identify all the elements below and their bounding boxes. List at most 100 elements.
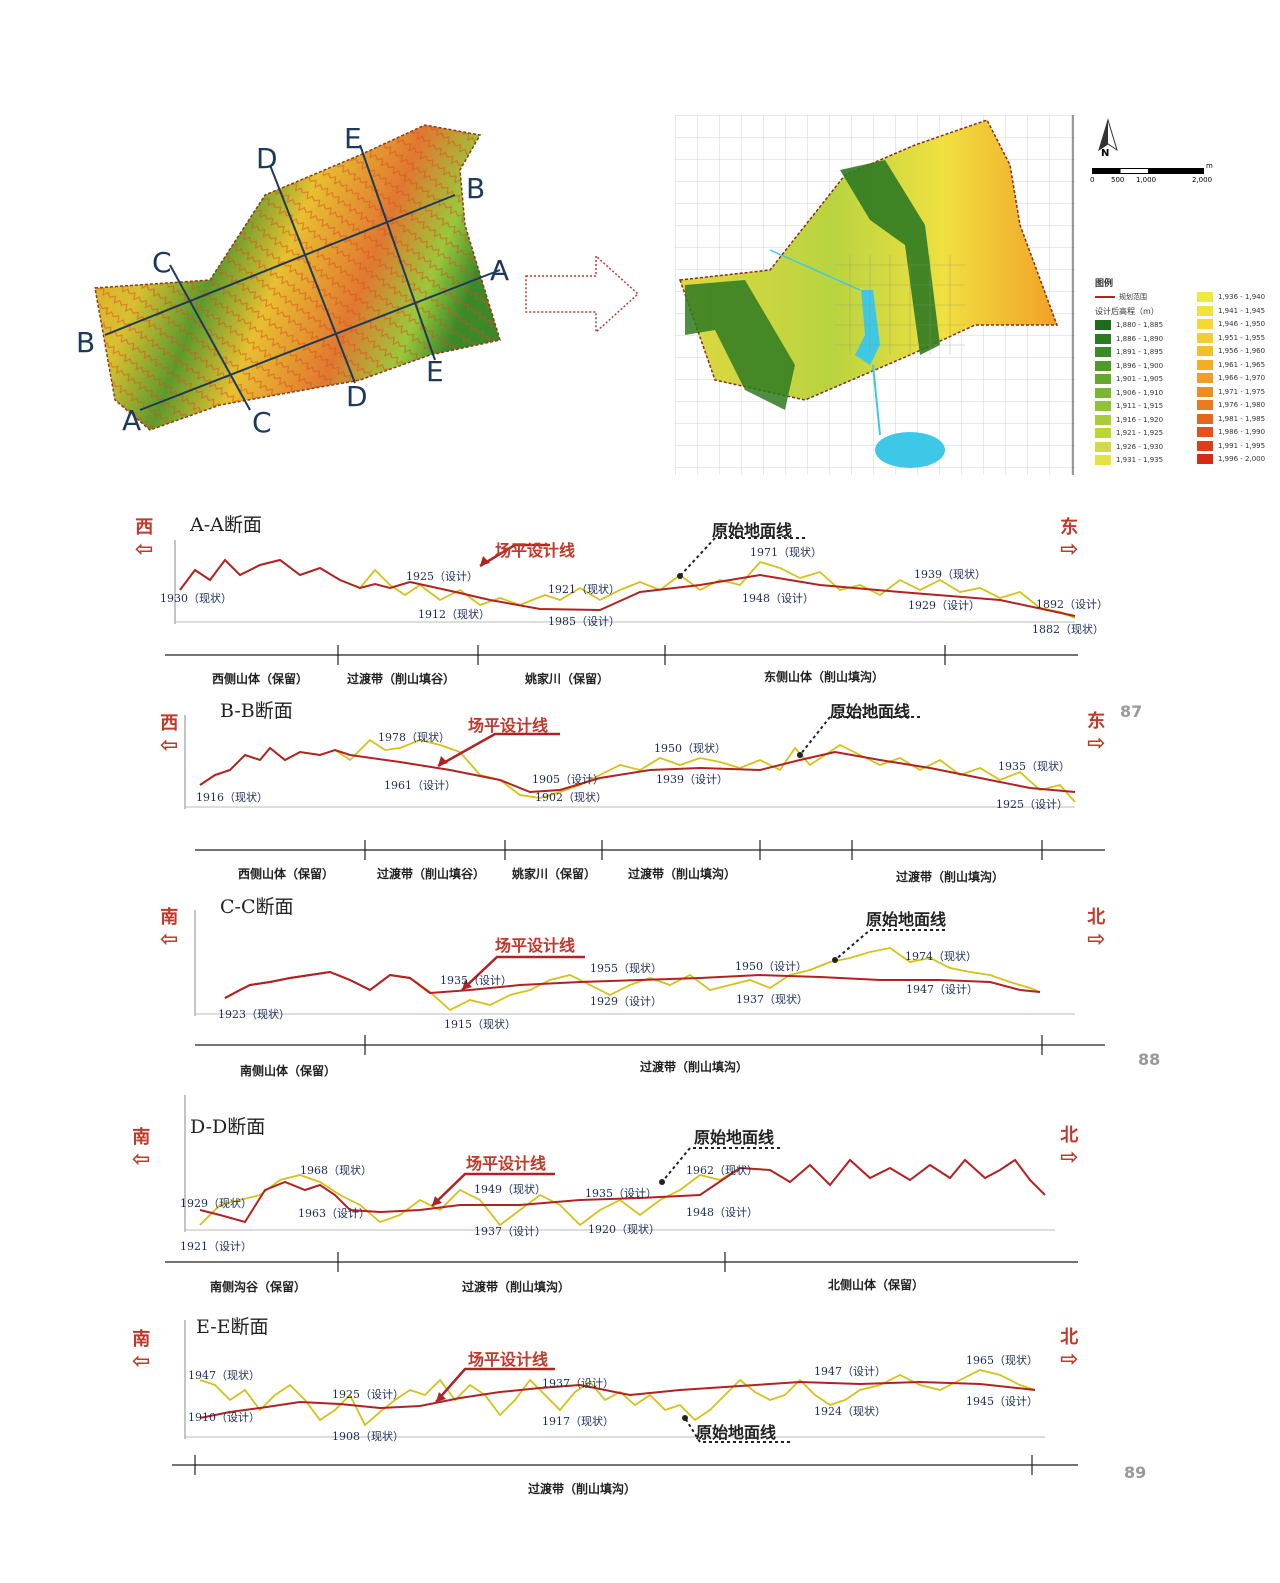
legend-swatch [1095, 360, 1111, 371]
arrowhead-icon [480, 556, 490, 566]
zone-label: 南侧沟谷（保留） [210, 1280, 307, 1294]
design-line [224, 970, 1041, 999]
zone-label: 过渡带（削山填沟） [628, 867, 737, 881]
design-line-retained [179, 558, 411, 591]
legend-swatch [1197, 373, 1213, 383]
arrowhead-icon [432, 1196, 442, 1206]
zone-label: 北侧山体（保留） [828, 1278, 925, 1292]
callout-dot-icon [659, 1179, 665, 1185]
direction-label: 西 [135, 517, 154, 538]
elevation-annotation: 1945（设计） [966, 1395, 1038, 1408]
page-number: 88 [1138, 1050, 1161, 1069]
design-callout-arrow [431, 1172, 555, 1207]
design-line-label: 场平设计线 [495, 936, 576, 955]
design-line [199, 1158, 1046, 1224]
legend-swatch [1197, 305, 1213, 316]
elevation-annotation: 1950（设计） [735, 960, 807, 973]
zone-label: 东侧山体（削山填沟） [764, 670, 885, 684]
legend-swatch [1197, 332, 1213, 343]
elevation-annotation: 1929（现状） [180, 1197, 252, 1210]
ground-callout-arrow [799, 716, 920, 756]
legend-range: 1,921 - 1,925 [1116, 429, 1164, 437]
elevation-annotation: 1892（设计） [1036, 598, 1108, 611]
legend-range: 1,961 - 1,965 [1218, 360, 1266, 369]
elevation-annotation: 1935（设计） [440, 974, 512, 987]
arrow-right-icon: ⇨ [1060, 1144, 1079, 1170]
label-e-bottom: E [426, 355, 444, 388]
legend-range: 1,886 - 1,890 [1116, 334, 1164, 343]
legend-item: 1,921 - 1,925 [1095, 428, 1163, 438]
callout-dot-icon [682, 1415, 688, 1421]
legend-swatch [1197, 454, 1213, 464]
elevation-annotation: 1971（现状） [750, 546, 822, 559]
legend-range: 1,956 - 1,960 [1218, 347, 1266, 355]
elevation-annotation: 1924（现状） [814, 1405, 886, 1418]
design-line [199, 1380, 1036, 1419]
scale-tick-2000: 2,000 [1192, 176, 1213, 184]
legend-item: 1,961 - 1,965 [1197, 359, 1266, 370]
page-number: 87 [1120, 702, 1143, 721]
legend-swatch [1197, 292, 1213, 302]
elevation-annotation: 1965（现状） [966, 1354, 1038, 1367]
callout-dot-icon [832, 957, 838, 963]
legend-item: 1,896 - 1,900 [1095, 360, 1163, 371]
design-callout-arrow [461, 955, 585, 991]
legend-range: 1,906 - 1,910 [1116, 388, 1164, 397]
zone-label: 过渡带（削山填沟） [528, 1482, 637, 1496]
legend-title: 图例 [1095, 279, 1114, 289]
legend-range: 1,880 - 1,885 [1116, 321, 1164, 329]
arrow-right-icon: ⇨ [1060, 536, 1079, 562]
legend-swatch [1095, 414, 1111, 425]
ground-line-label: 原始地面线 [696, 1423, 777, 1442]
direction-right: 北 ⇨ [1060, 1126, 1078, 1170]
label-a-bottom: A [122, 404, 142, 437]
arrowhead-icon [438, 756, 448, 766]
legend-range: 1,946 - 1,950 [1218, 320, 1266, 328]
label-a-right: A [490, 254, 510, 287]
legend-item: 1,981 - 1,985 [1197, 413, 1265, 424]
arrow-right-icon: ⇨ [1087, 926, 1106, 952]
design-elevation-map [675, 115, 1075, 475]
legend-swatch [1095, 374, 1111, 384]
elevation-annotation: 1937（设计） [542, 1377, 614, 1390]
elevation-annotation: 1908（现状） [332, 1430, 404, 1443]
legend-item: 1,951 - 1,955 [1197, 332, 1265, 343]
elevation-annotation: 1916（现状） [196, 791, 268, 804]
elevation-annotation: 1917（现状） [542, 1415, 614, 1428]
north-arrow-icon [1098, 118, 1118, 152]
label-e-top: E [344, 122, 362, 155]
design-line [409, 573, 1076, 617]
legend-item: 1,926 - 1,930 [1095, 441, 1163, 452]
section-title: A-A断面 [190, 514, 262, 536]
legend-item: 1,956 - 1,960 [1197, 346, 1265, 356]
section-title: D-D断面 [190, 1116, 266, 1138]
direction-label: 南 [160, 907, 179, 928]
legend-range: 1,966 - 1,970 [1218, 374, 1266, 382]
legend-swatch [1197, 359, 1213, 370]
callout-dot-icon [677, 573, 683, 579]
elevation-annotation: 1923（现状） [218, 1008, 290, 1021]
arrow-left-icon: ⇦ [160, 926, 179, 952]
zone-label: 过渡带（削山填谷） [377, 867, 486, 881]
legend-range: 1,911 - 1,915 [1116, 402, 1164, 410]
elevation-annotation: 1962（现状） [686, 1164, 758, 1177]
elevation-annotation: 1939（设计） [656, 773, 728, 786]
direction-right: 东 ⇨ [1087, 712, 1105, 756]
zone-label: 姚家川（保留） [512, 867, 597, 881]
direction-label: 西 [160, 713, 179, 734]
legend-range: 1,891 - 1,895 [1116, 348, 1164, 356]
design-line-label: 场平设计线 [466, 1154, 547, 1173]
elevation-annotation: 1930（现状） [160, 592, 232, 605]
elevation-annotation: 1947（现状） [188, 1369, 260, 1382]
zone-label: 过渡带（削山填沟） [462, 1280, 571, 1294]
zone-label: 过渡带（削山填沟） [896, 870, 1005, 884]
legend-swatch [1095, 441, 1111, 452]
elevation-annotation: 1935（设计） [585, 1187, 657, 1200]
arrow-right-icon: ⇨ [1087, 730, 1106, 756]
legend-item: 1,931 - 1,935 [1095, 455, 1163, 465]
legend-range: 1,976 - 1,980 [1218, 401, 1266, 409]
transform-arrow [525, 254, 640, 334]
elevation-annotation: 1947（设计） [814, 1365, 886, 1378]
scale-bar [1092, 168, 1204, 174]
